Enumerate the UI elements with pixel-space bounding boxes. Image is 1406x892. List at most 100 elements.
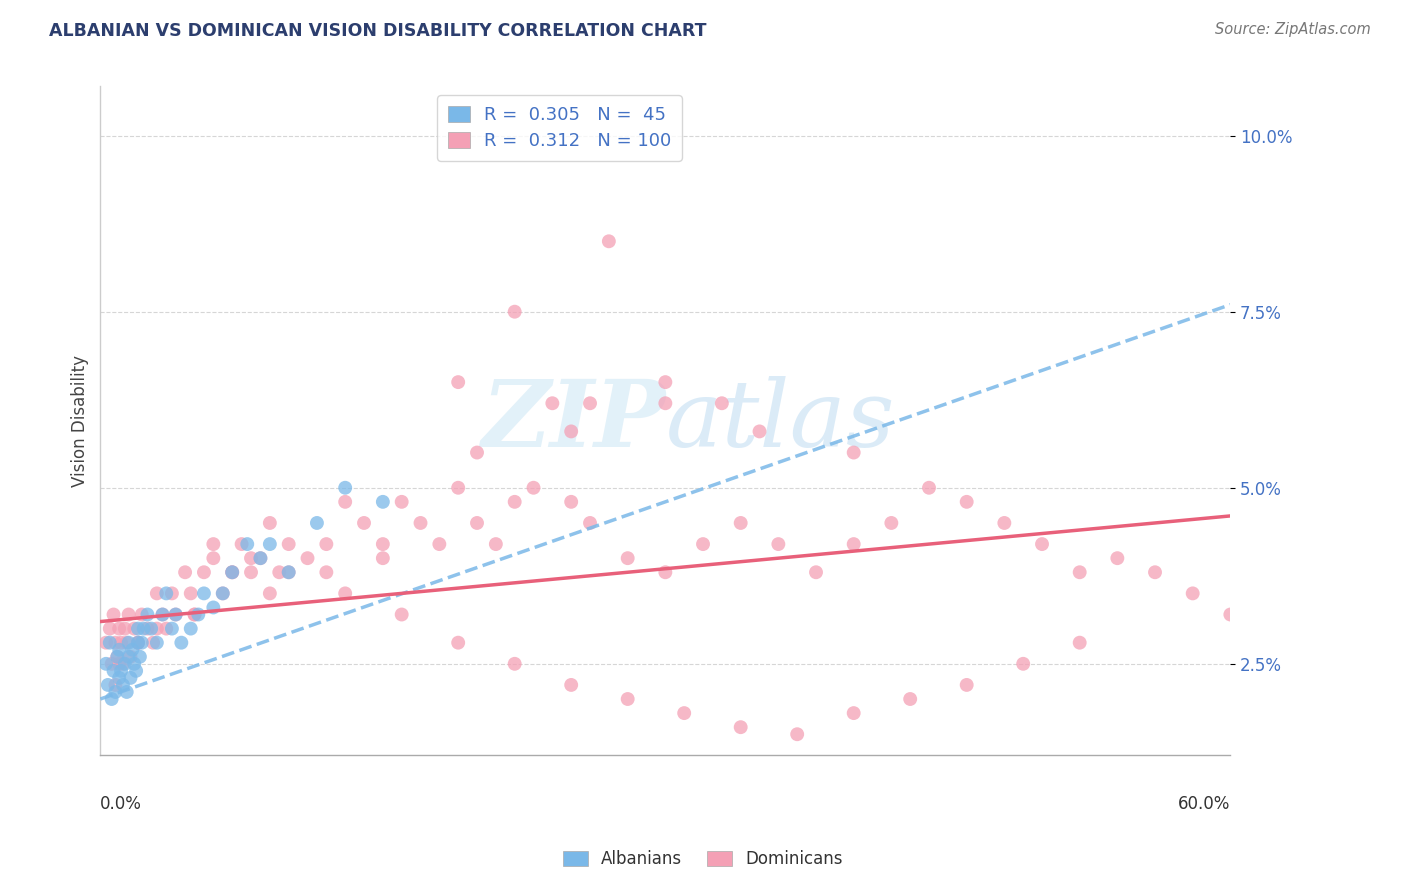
Point <box>183 607 205 622</box>
Point <box>120 671 142 685</box>
Point <box>187 607 209 622</box>
Point <box>127 635 149 649</box>
Point <box>142 635 165 649</box>
Point <box>768 537 790 551</box>
Point <box>654 566 676 580</box>
Point <box>249 551 271 566</box>
Point <box>174 566 197 580</box>
Point <box>129 649 152 664</box>
Point <box>152 607 174 622</box>
Point <box>104 678 127 692</box>
Point <box>104 685 127 699</box>
Point <box>654 396 676 410</box>
Point <box>127 635 149 649</box>
Point <box>111 678 134 692</box>
Point <box>100 657 122 671</box>
Text: atlas: atlas <box>665 376 894 466</box>
Point <box>560 678 582 692</box>
Point <box>160 622 183 636</box>
Point <box>202 600 225 615</box>
Point <box>122 622 145 636</box>
Point <box>110 635 132 649</box>
Point <box>111 657 134 671</box>
Legend: R =  0.305   N =  45, R =  0.312   N = 100: R = 0.305 N = 45, R = 0.312 N = 100 <box>437 95 682 161</box>
Point <box>165 607 187 622</box>
Point <box>117 649 139 664</box>
Point <box>108 657 131 671</box>
Point <box>277 566 299 580</box>
Point <box>105 649 128 664</box>
Point <box>541 396 564 410</box>
Y-axis label: Vision Disability: Vision Disability <box>72 355 89 487</box>
Point <box>131 635 153 649</box>
Point <box>202 537 225 551</box>
Point <box>211 586 233 600</box>
Point <box>277 566 299 580</box>
Point <box>465 516 488 530</box>
Text: Source: ZipAtlas.com: Source: ZipAtlas.com <box>1215 22 1371 37</box>
Point <box>560 425 582 439</box>
Point <box>127 622 149 636</box>
Point <box>465 445 488 459</box>
Point <box>1219 607 1241 622</box>
Point <box>114 622 136 636</box>
Point <box>918 481 941 495</box>
Point <box>315 537 337 551</box>
Point <box>114 657 136 671</box>
Point <box>730 516 752 530</box>
Point <box>1012 657 1035 671</box>
Point <box>146 622 169 636</box>
Point <box>503 657 526 671</box>
Point <box>335 586 357 600</box>
Point <box>315 566 337 580</box>
Point <box>104 635 127 649</box>
Point <box>277 537 299 551</box>
Point <box>1181 586 1204 600</box>
Point <box>120 649 142 664</box>
Point <box>560 495 582 509</box>
Point <box>335 495 357 509</box>
Point <box>98 622 121 636</box>
Point <box>155 586 177 600</box>
Point <box>1031 537 1053 551</box>
Point <box>98 635 121 649</box>
Point <box>297 551 319 566</box>
Point <box>136 622 159 636</box>
Point <box>141 622 163 636</box>
Point <box>485 537 508 551</box>
Point <box>249 551 271 566</box>
Point <box>503 495 526 509</box>
Text: 60.0%: 60.0% <box>1178 796 1230 814</box>
Point <box>165 607 187 622</box>
Point <box>146 586 169 600</box>
Point <box>447 635 470 649</box>
Point <box>427 537 450 551</box>
Point <box>842 537 865 551</box>
Point <box>132 622 155 636</box>
Point <box>100 692 122 706</box>
Point <box>673 706 696 720</box>
Point <box>692 537 714 551</box>
Point <box>353 516 375 530</box>
Point <box>193 566 215 580</box>
Point <box>956 495 979 509</box>
Point <box>371 551 394 566</box>
Point <box>94 657 117 671</box>
Point <box>305 516 328 530</box>
Point <box>880 516 903 530</box>
Text: ZIP: ZIP <box>481 376 665 466</box>
Point <box>231 537 253 551</box>
Point <box>160 586 183 600</box>
Point <box>710 396 733 410</box>
Text: ALBANIAN VS DOMINICAN VISION DISABILITY CORRELATION CHART: ALBANIAN VS DOMINICAN VISION DISABILITY … <box>49 22 707 40</box>
Point <box>221 566 243 580</box>
Point <box>117 607 139 622</box>
Point <box>125 664 148 678</box>
Point <box>579 396 602 410</box>
Text: 0.0%: 0.0% <box>100 796 142 814</box>
Point <box>240 551 263 566</box>
Point <box>1143 566 1166 580</box>
Point <box>105 649 128 664</box>
Point <box>616 551 638 566</box>
Point <box>193 586 215 600</box>
